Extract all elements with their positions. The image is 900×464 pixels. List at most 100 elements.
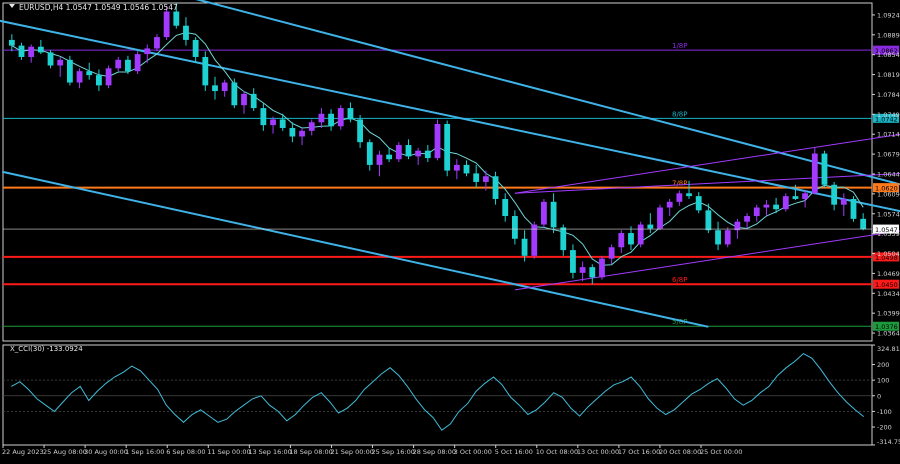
murrey-price-tag bbox=[873, 279, 899, 289]
candle-body bbox=[66, 59, 73, 83]
time-axis-label: 3 Oct 00:00 bbox=[454, 448, 492, 456]
candle bbox=[37, 39, 44, 55]
candle-body bbox=[86, 71, 93, 76]
candle-body bbox=[144, 48, 151, 55]
cci-axis-label: -200 bbox=[877, 424, 892, 432]
candle-body bbox=[279, 119, 286, 128]
candle-body bbox=[125, 59, 131, 72]
candle-body bbox=[250, 93, 257, 109]
candle-body bbox=[579, 267, 586, 273]
candle-body bbox=[37, 46, 44, 53]
price-axis-label: 1.0784 bbox=[877, 91, 900, 99]
candle bbox=[260, 103, 267, 131]
price-axis-label: 1.0609 bbox=[877, 190, 900, 198]
time-axis-label: 1 Sep 16:00 bbox=[125, 448, 164, 456]
candle bbox=[541, 198, 547, 228]
candle bbox=[192, 37, 199, 63]
candle bbox=[647, 213, 654, 234]
candle bbox=[763, 200, 770, 217]
main-chart-frame bbox=[2, 2, 873, 342]
candle-body bbox=[831, 184, 838, 205]
candle bbox=[811, 147, 818, 195]
price-axis-label: 1.0924 bbox=[877, 11, 900, 19]
candle bbox=[386, 147, 393, 163]
candle-body bbox=[105, 68, 112, 86]
candle bbox=[212, 76, 218, 100]
candle bbox=[502, 193, 509, 222]
candle bbox=[628, 226, 634, 251]
candle-body bbox=[357, 119, 364, 143]
candle-body bbox=[695, 196, 702, 211]
candle-body bbox=[395, 145, 402, 160]
fib-channel-line bbox=[514, 173, 900, 194]
candle-body bbox=[666, 201, 673, 208]
price-axis-label: 1.0539 bbox=[877, 230, 900, 238]
candle bbox=[8, 34, 15, 52]
candle-body bbox=[308, 122, 315, 131]
candle bbox=[28, 44, 35, 63]
candle-body bbox=[589, 267, 596, 278]
candle bbox=[270, 116, 276, 134]
candle-body bbox=[521, 238, 528, 256]
candle-body bbox=[28, 46, 35, 57]
candle-body bbox=[163, 11, 170, 38]
candle bbox=[753, 204, 760, 222]
candle bbox=[608, 244, 615, 265]
candle-body bbox=[18, 45, 25, 57]
candle bbox=[821, 150, 828, 188]
price-axis-label: 1.0749 bbox=[877, 111, 900, 119]
candle-body bbox=[705, 210, 712, 231]
murrey-price-tag bbox=[873, 113, 899, 123]
candle bbox=[676, 190, 683, 206]
candle bbox=[666, 198, 673, 217]
candle-body bbox=[637, 224, 644, 245]
candle bbox=[715, 221, 721, 251]
candle-body bbox=[676, 193, 683, 202]
candle-body bbox=[96, 75, 102, 86]
candle-body bbox=[753, 207, 760, 217]
candle bbox=[463, 160, 470, 177]
price-axis-label: 1.0714 bbox=[877, 131, 900, 139]
cci-axis-label: 324.8172 bbox=[877, 345, 900, 353]
candle-body bbox=[463, 164, 470, 174]
candle bbox=[579, 261, 586, 282]
candle-body bbox=[724, 230, 731, 245]
time-axis-label: 21 Sep 00:00 bbox=[330, 448, 373, 456]
candle bbox=[560, 224, 567, 256]
time-axis-label: 25 Oct 00:00 bbox=[700, 448, 742, 456]
candle-body bbox=[260, 108, 267, 126]
murrey-price-tag-text: 1.0742 bbox=[875, 115, 898, 123]
candle bbox=[695, 192, 702, 214]
candle bbox=[318, 108, 325, 128]
trend-channel-line bbox=[1, 170, 709, 328]
candle bbox=[473, 164, 480, 188]
trend-channel-line bbox=[195, 0, 900, 186]
candle bbox=[744, 213, 750, 229]
candle-body bbox=[424, 150, 431, 159]
murrey-label: 5/8P bbox=[672, 318, 688, 326]
candle-body bbox=[183, 25, 189, 40]
candle bbox=[125, 55, 131, 75]
candle bbox=[250, 88, 257, 111]
fib-channel-line bbox=[514, 133, 900, 194]
time-axis-label: 25 Aug 08:00 bbox=[43, 448, 87, 456]
murrey-price-tag-text: 1.0376 bbox=[875, 323, 898, 331]
candle-body bbox=[192, 39, 199, 57]
cci-line bbox=[11, 352, 865, 431]
candle bbox=[173, 3, 180, 29]
candle-body bbox=[212, 85, 218, 92]
candle-body bbox=[405, 145, 412, 157]
candle bbox=[96, 69, 102, 92]
price-axis-label: 1.0469 bbox=[877, 270, 900, 278]
candle-body bbox=[299, 130, 305, 137]
candle bbox=[802, 190, 809, 208]
time-axis-label: 18 Sep 08:00 bbox=[289, 448, 332, 456]
murrey-price-tag bbox=[873, 45, 899, 55]
candle-body bbox=[8, 39, 15, 46]
candle-body bbox=[347, 108, 354, 120]
candle bbox=[424, 145, 431, 163]
candle-body bbox=[802, 193, 809, 199]
candle-body bbox=[453, 164, 460, 171]
